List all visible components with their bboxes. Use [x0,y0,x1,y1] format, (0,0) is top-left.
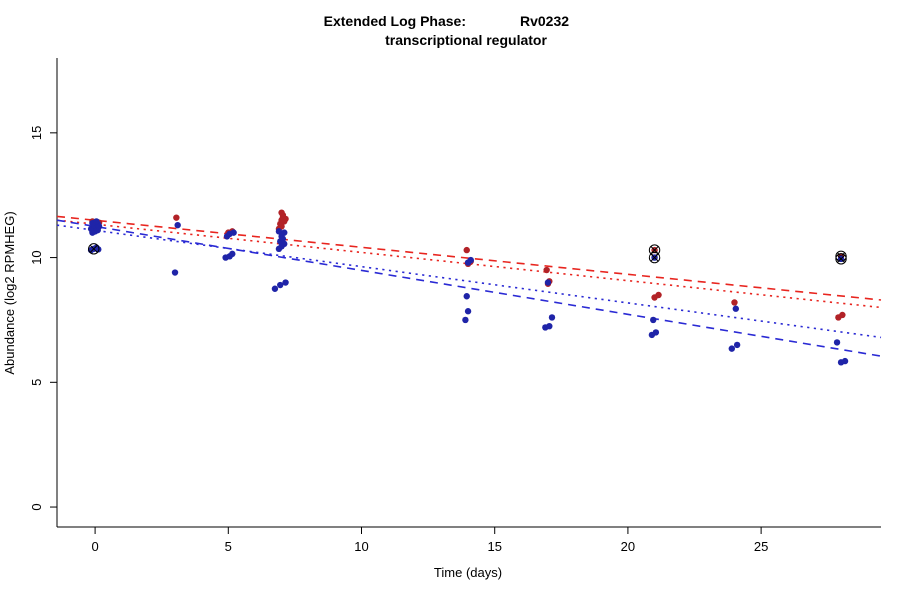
blue-series-point [275,228,283,235]
blue-series-point [733,341,741,349]
fit-red-dotted [56,219,882,309]
marked-point-circle [88,243,100,255]
x-tick-label: 15 [487,539,501,554]
blue-series-point [462,316,469,324]
x-tick-label: 10 [354,539,368,554]
blue-series-point [463,293,470,300]
red-series-point [839,311,846,319]
blue-series-point [732,305,740,312]
blue-series-point [277,281,284,289]
marked-point-circle [835,253,847,265]
blue-series-point [282,279,289,286]
x-axis-label: Time (days) [434,565,502,580]
blue-series-point [728,345,736,352]
red-series-point [543,266,550,274]
x-tick-label: 0 [91,539,98,554]
red-series-point [173,214,180,221]
y-tick-label: 15 [29,126,44,140]
marked-point-x [836,254,846,263]
fit-blue-dotted [56,224,882,339]
blue-series-point [548,314,556,321]
blue-series-point [93,218,100,225]
blue-series-point [230,229,237,236]
y-tick-label: 5 [29,379,44,386]
blue-series-point [281,229,288,236]
marked-point-x [650,253,659,262]
chart-subtitle: transcriptional regulator [385,32,547,48]
y-axis-label: Abundance (log2 RPMHEG) [2,211,17,374]
red-series-point [655,291,662,299]
x-tick-label: 5 [225,539,232,554]
blue-series-point [833,339,841,346]
red-series-point [463,246,470,254]
blue-series-point [174,221,181,229]
y-tick-label: 10 [29,250,44,264]
red-series-point [278,209,285,216]
blue-series-point [229,250,236,258]
red-series-point [731,299,738,306]
plot-content: 0 5 10 15 20 25 0 5 10 15 [29,58,882,554]
blue-series-point [467,256,474,264]
blue-series-point [544,279,552,286]
blue-series-point [841,357,849,365]
marked-point-circle [648,251,661,264]
fit-red-dashed [56,215,882,301]
blue-series-point [171,269,179,276]
chart-title: Extended Log Phase: [324,13,466,29]
marked-point-x [89,244,98,253]
y-tick-label: 0 [29,503,44,510]
blue-series-point [546,322,553,330]
blue-series-point [464,308,472,315]
chart-title-gene: Rv0232 [520,13,569,29]
blue-series-point [652,329,660,336]
x-tick-label: 20 [621,539,635,554]
blue-series-point [650,316,657,324]
blue-series-point [271,285,279,292]
x-tick-label: 25 [754,539,768,554]
